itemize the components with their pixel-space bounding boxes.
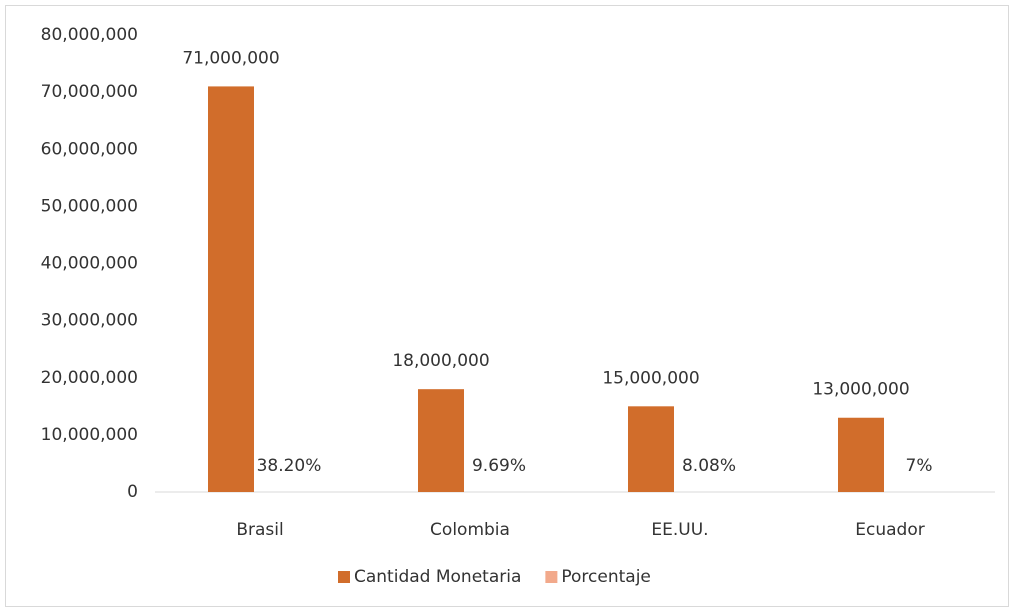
legend-swatch xyxy=(545,571,557,583)
y-tick-label: 0 xyxy=(127,482,138,502)
chart-border xyxy=(6,6,1009,607)
x-tick-label: Ecuador xyxy=(855,520,924,540)
legend-label: Cantidad Monetaria xyxy=(354,567,521,587)
y-tick-label: 80,000,000 xyxy=(41,25,138,45)
data-label: 15,000,000 xyxy=(602,368,699,388)
bar xyxy=(418,389,464,492)
x-tick-label: EE.UU. xyxy=(651,520,708,540)
y-tick-label: 50,000,000 xyxy=(41,196,138,216)
y-tick-label: 10,000,000 xyxy=(41,425,138,445)
data-label: 8.08% xyxy=(682,456,736,476)
data-label: 13,000,000 xyxy=(812,380,909,400)
y-tick-label: 40,000,000 xyxy=(41,254,138,274)
x-tick-label: Brasil xyxy=(236,520,283,540)
y-tick-label: 70,000,000 xyxy=(41,82,138,102)
bar xyxy=(838,418,884,492)
x-tick-label: Colombia xyxy=(430,520,510,540)
y-tick-label: 60,000,000 xyxy=(41,139,138,159)
bar xyxy=(208,86,254,492)
y-tick-label: 30,000,000 xyxy=(41,311,138,331)
data-label: 38.20% xyxy=(257,456,322,476)
data-label: 9.69% xyxy=(472,456,526,476)
data-label: 71,000,000 xyxy=(182,48,279,68)
y-tick-label: 20,000,000 xyxy=(41,368,138,388)
legend-swatch xyxy=(338,571,350,583)
data-label: 18,000,000 xyxy=(392,351,489,371)
legend-label: Porcentaje xyxy=(561,567,651,587)
bar xyxy=(628,406,674,492)
data-label: 7% xyxy=(906,456,933,476)
